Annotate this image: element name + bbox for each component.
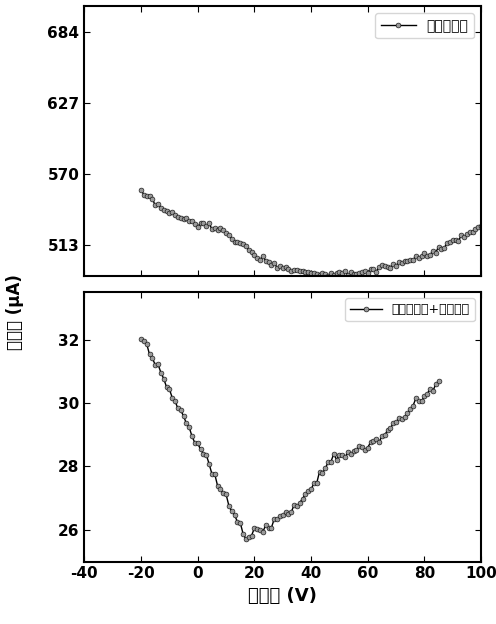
双层石墨烯+三聚氰胺: [243, 535, 249, 543]
双层石墨烯+三聚氰胺: [316, 468, 322, 475]
双层石墨烯: [325, 272, 331, 280]
双层石墨烯+三聚氰胺: [314, 479, 320, 487]
双层石墨烯: [354, 270, 360, 277]
双层石墨烯+三聚氰胺: [146, 351, 152, 358]
双层石墨烯+三聚氰胺: [138, 336, 144, 343]
双层石墨烯+三聚氰胺: [345, 449, 351, 456]
双层石墨烯: [138, 187, 144, 194]
Text: 漏电流 (μA): 漏电流 (μA): [6, 274, 24, 350]
双层石墨烯: [478, 222, 484, 230]
双层石墨烯: [172, 211, 178, 218]
双层石墨烯: [371, 265, 376, 273]
双层石墨烯: [458, 232, 464, 239]
Line: 双层石墨烯: 双层石墨烯: [138, 188, 484, 278]
双层石墨烯: [217, 225, 223, 232]
Line: 双层石墨烯+三聚氰胺: 双层石墨烯+三聚氰胺: [138, 337, 441, 542]
X-axis label: 棚电压 (V): 棚电压 (V): [248, 587, 317, 605]
双层石墨烯+三聚氰胺: [334, 456, 340, 464]
双层石墨烯+三聚氰胺: [399, 415, 405, 422]
Legend: 双层石墨烯: 双层石墨烯: [375, 13, 474, 38]
Legend: 双层石墨烯+三聚氰胺: 双层石墨烯+三聚氰胺: [346, 298, 475, 321]
双层石墨烯: [283, 263, 289, 271]
双层石墨烯+三聚氰胺: [435, 378, 441, 385]
